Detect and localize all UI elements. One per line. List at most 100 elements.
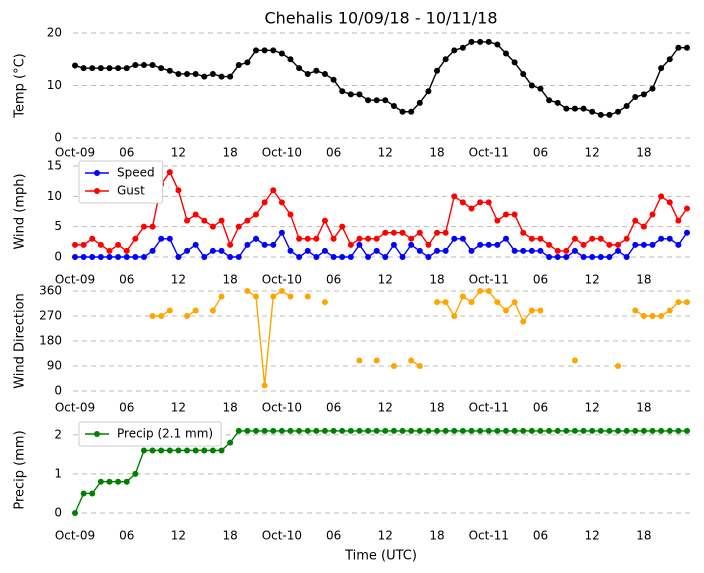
x-tick-label: Oct-10 [262,146,302,160]
data-point [97,65,104,72]
data-point [494,241,501,248]
x-tick-label: 06 [326,146,341,160]
data-point [149,313,156,319]
data-point [425,427,432,434]
x-tick-label: 18 [429,273,444,287]
data-point [571,247,578,254]
data-point [459,44,466,51]
data-point [571,105,578,112]
data-point [606,241,613,248]
data-point [270,293,277,300]
data-point [408,108,415,115]
data-point [459,427,466,434]
data-point [270,427,277,434]
data-point [477,241,484,248]
y-tick-label: 20 [47,26,62,40]
data-point [140,223,147,230]
data-point [365,254,372,260]
y-axis-label: Wind Direction [13,293,28,389]
data-point [347,241,354,248]
data-point [72,254,78,260]
data-point [330,76,337,83]
data-point [615,247,622,254]
data-point [623,427,630,434]
x-axis-label: Time (UTC) [344,549,417,564]
legend-marker [94,170,100,176]
data-point [658,193,665,200]
x-tick-label: 06 [326,529,341,543]
data-point [278,229,285,236]
data-point [425,241,432,248]
data-point [132,62,139,69]
data-point [201,73,208,80]
data-point [399,254,406,260]
data-point [451,47,458,54]
data-point [684,44,690,51]
data-point [390,363,397,369]
series-line [74,41,687,116]
data-point [416,229,423,236]
data-point [218,247,225,254]
x-tick-label: 18 [223,273,238,287]
data-point [132,254,139,260]
data-point [123,65,130,72]
data-point [589,254,596,260]
data-point [451,313,458,319]
data-point [606,427,613,434]
data-point [106,254,113,260]
data-point [270,241,277,248]
data-point [201,447,208,454]
data-point [597,254,604,260]
data-point [459,199,466,206]
data-point [537,235,544,242]
data-point [580,241,587,248]
data-point [123,478,130,485]
data-point [209,307,216,314]
data-point [511,299,518,306]
data-point [502,235,509,242]
x-tick-label: Oct-11 [469,401,509,415]
data-point [468,247,475,254]
data-point [313,254,320,260]
data-point [158,447,165,454]
data-point [339,88,346,95]
legend: Speed Gust [78,160,164,204]
data-point [528,247,535,254]
data-point [123,247,130,254]
data-point [623,254,630,260]
data-point [140,254,147,260]
data-point [235,254,242,260]
data-point [494,41,501,48]
data-point [511,211,518,218]
y-axis-label: Temp (°C) [13,53,28,119]
data-point [235,62,242,69]
y-axis-label: Precip (mm) [13,430,28,509]
legend: Precip (2.1 mm) [78,421,222,447]
x-tick-label: 06 [326,401,341,415]
data-point [201,254,208,260]
data-point [209,223,216,230]
data-point [408,235,415,242]
data-point [640,223,647,230]
data-point [339,254,346,260]
data-point [330,235,337,242]
data-point [313,235,320,242]
x-tick-label: Oct-11 [469,273,509,287]
x-tick-label: 18 [636,401,651,415]
data-point [640,241,647,248]
data-point [597,427,604,434]
data-point [270,187,277,194]
legend-label: Gust [117,184,145,198]
data-point [563,427,570,434]
data-point [192,211,199,218]
data-point [235,223,242,230]
x-tick-label: 06 [119,146,134,160]
data-point [477,427,484,434]
data-point [554,247,561,254]
data-point [468,38,475,45]
data-point [684,299,690,306]
data-point [477,199,484,206]
data-point [287,247,294,254]
data-point [675,427,682,434]
